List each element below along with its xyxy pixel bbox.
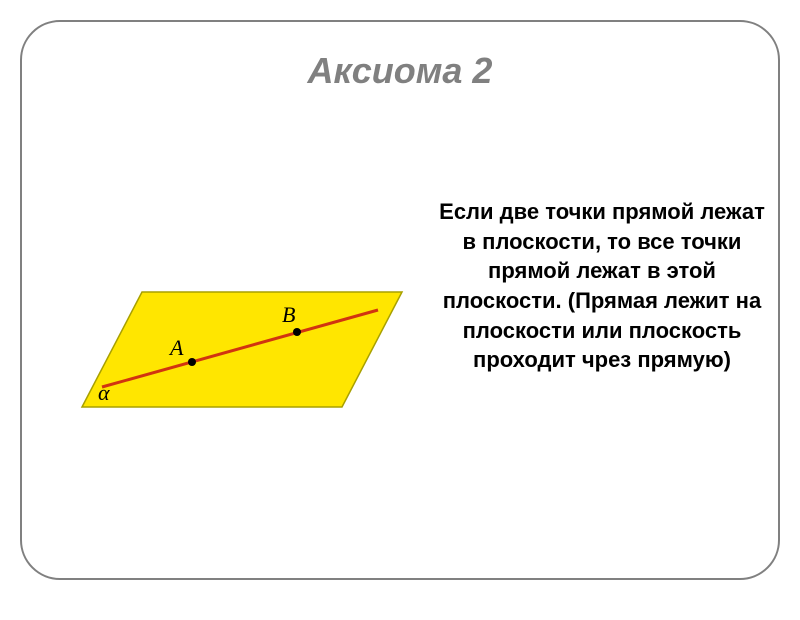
point-a-label: A xyxy=(168,335,184,360)
axiom-text: Если две точки прямой лежат в плоскости,… xyxy=(437,197,767,375)
slide-title: Аксиома 2 xyxy=(22,50,778,92)
point-b xyxy=(293,328,301,336)
geometry-diagram: A B α xyxy=(42,272,422,452)
diagram-svg: A B α xyxy=(42,272,422,452)
slide-frame: Аксиома 2 A B α Если две точки прямой ле… xyxy=(20,20,780,580)
point-a xyxy=(188,358,196,366)
point-b-label: B xyxy=(282,302,295,327)
plane-alpha-label: α xyxy=(98,380,110,405)
plane-alpha xyxy=(82,292,402,407)
slide-body: A B α Если две точки прямой лежат в плос… xyxy=(22,92,778,552)
